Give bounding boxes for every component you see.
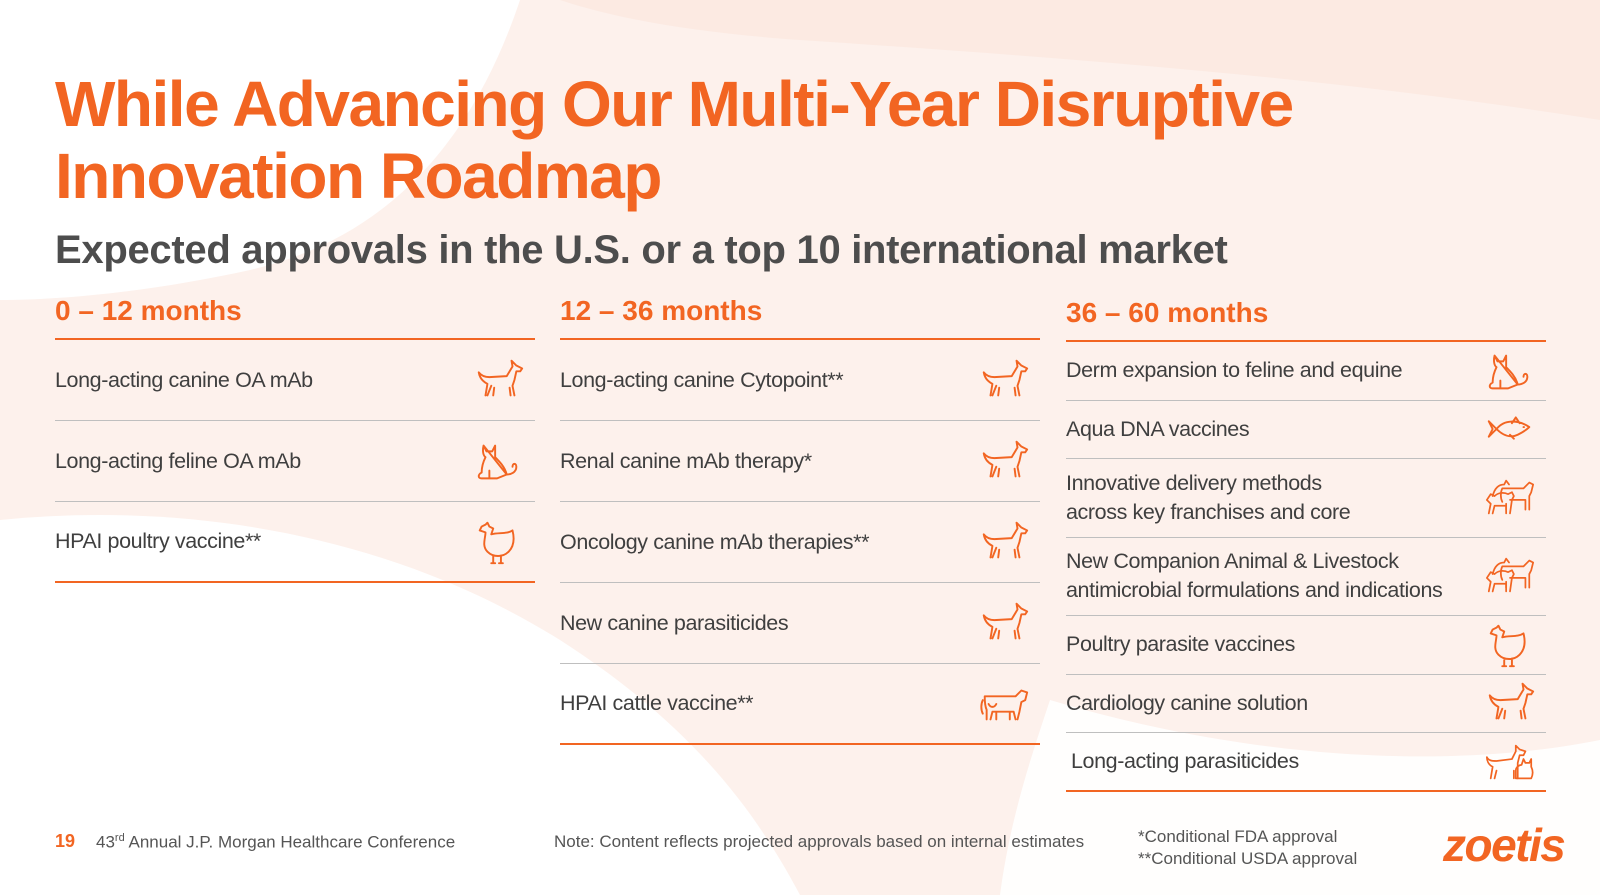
conference-ordinal: rd: [114, 832, 125, 844]
item-label: Long-acting parasiticides: [1071, 748, 1299, 773]
column-36-60-months: 36 – 60 months Derm expansion to feline …: [1066, 292, 1546, 792]
footnote-usda: **Conditional USDA approval: [1138, 849, 1358, 868]
item-label: New canine parasiticides: [560, 610, 789, 635]
list-item: Long-acting canine Cytopoint**: [560, 340, 1040, 421]
farm-animals-icon: [1482, 473, 1538, 523]
item-label: New Companion Animal & Livestock antimic…: [1066, 547, 1443, 605]
cat-icon: [1482, 346, 1538, 396]
list-item: Long-acting feline OA mAb: [55, 421, 535, 502]
title-line-1: While Advancing Our Multi-Year Disruptiv…: [55, 68, 1294, 140]
cow-icon: [976, 679, 1032, 729]
conference-name: Annual J.P. Morgan Healthcare Conference: [124, 832, 456, 852]
list-item: HPAI cattle vaccine**: [560, 664, 1040, 745]
column-heading: 36 – 60 months: [1066, 292, 1546, 342]
dog-and-cat-icon: [1482, 736, 1538, 786]
item-label-line-1: Innovative delivery methods: [1066, 470, 1322, 495]
fish-icon: [1482, 404, 1538, 454]
list-item: Oncology canine mAb therapies**: [560, 502, 1040, 583]
title-line-2: Innovation Roadmap: [55, 140, 662, 212]
column-heading: 12 – 36 months: [560, 290, 1040, 340]
list-item: Innovative delivery methods across key f…: [1066, 459, 1546, 538]
slide-title: While Advancing Our Multi-Year Disruptiv…: [55, 68, 1294, 212]
item-label: Oncology canine mAb therapies**: [560, 529, 870, 554]
dog-icon: [976, 436, 1032, 486]
page-number: 19: [55, 831, 76, 851]
item-label-line-2: antimicrobial formulations and indicatio…: [1066, 578, 1443, 603]
item-label: Long-acting canine Cytopoint**: [560, 367, 844, 392]
cat-icon: [471, 436, 527, 486]
item-label-line-2: across key franchises and core: [1066, 499, 1351, 524]
dog-icon: [471, 355, 527, 405]
list-item: Aqua DNA vaccines: [1066, 401, 1546, 459]
item-label: Cardiology canine solution: [1066, 690, 1308, 715]
item-label: HPAI poultry vaccine**: [55, 529, 261, 553]
chicken-icon: [1482, 620, 1538, 670]
list-item: HPAI poultry vaccine**: [55, 502, 535, 583]
conference-number: 43: [96, 832, 115, 852]
item-label-line-1: New Companion Animal & Livestock: [1066, 549, 1399, 574]
item-label: Aqua DNA vaccines: [1066, 416, 1250, 441]
list-item: Long-acting parasiticides: [1066, 733, 1546, 792]
item-label: HPAI cattle vaccine**: [560, 691, 754, 715]
list-item: Cardiology canine solution: [1066, 675, 1546, 733]
list-item: Renal canine mAb therapy*: [560, 421, 1040, 502]
slide-subtitle: Expected approvals in the U.S. or a top …: [55, 228, 1228, 272]
item-label: Derm expansion to feline and equine: [1066, 358, 1403, 383]
conference-label: 43rd Annual J.P. Morgan Healthcare Confe…: [96, 832, 455, 853]
footer-note: Note: Content reflects projected approva…: [554, 832, 1085, 851]
chicken-icon: [471, 517, 527, 567]
dog-icon: [976, 355, 1032, 405]
item-label: Renal canine mAb therapy*: [560, 448, 812, 473]
dog-icon: [976, 598, 1032, 648]
dog-icon: [1482, 678, 1538, 728]
column-heading: 0 – 12 months: [55, 290, 535, 340]
column-12-36-months: 12 – 36 months Long-acting canine Cytopo…: [560, 290, 1040, 745]
list-item: New canine parasiticides: [560, 583, 1040, 664]
list-item: New Companion Animal & Livestock antimic…: [1066, 538, 1546, 616]
list-item: Derm expansion to feline and equine: [1066, 342, 1546, 401]
item-label: Long-acting canine OA mAb: [55, 367, 313, 392]
farm-animals-icon: [1482, 551, 1538, 601]
column-0-12-months: 0 – 12 months Long-acting canine OA mAb …: [55, 290, 535, 583]
item-label: Long-acting feline OA mAb: [55, 448, 301, 473]
zoetis-logo: zoetis: [1443, 819, 1566, 871]
dog-icon: [976, 517, 1032, 567]
item-label: Innovative delivery methods across key f…: [1066, 469, 1351, 527]
item-label: Poultry parasite vaccines: [1066, 632, 1295, 657]
footnotes: *Conditional FDA approval **Conditional …: [1138, 826, 1357, 870]
footnote-fda: *Conditional FDA approval: [1138, 827, 1338, 846]
list-item: Long-acting canine OA mAb: [55, 340, 535, 421]
list-item: Poultry parasite vaccines: [1066, 616, 1546, 675]
